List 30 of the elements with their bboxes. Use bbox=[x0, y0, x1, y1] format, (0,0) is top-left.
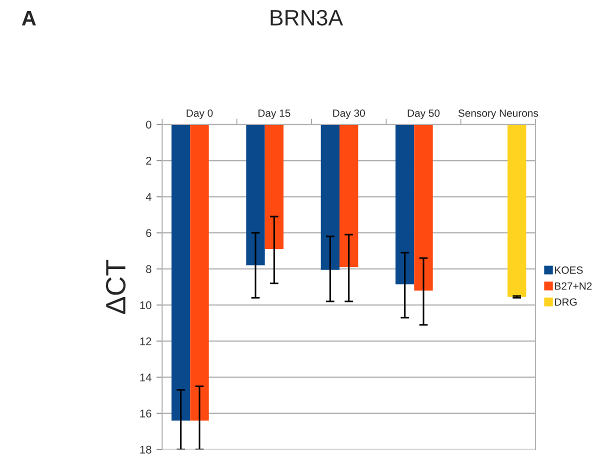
x-tick-label: Day 15 bbox=[258, 110, 290, 119]
y-tick-label: 0 bbox=[146, 120, 152, 129]
y-tick-label: 10 bbox=[140, 301, 152, 310]
x-tick-label: Day 50 bbox=[408, 109, 440, 119]
bar bbox=[396, 124, 414, 284]
x-tick-label: Day 30 bbox=[333, 109, 365, 119]
legend-label: KOES bbox=[555, 266, 583, 274]
bar bbox=[320, 124, 340, 270]
text: A bbox=[22, 11, 36, 26]
bar bbox=[508, 124, 526, 297]
bar bbox=[340, 124, 358, 268]
y-tick-label: 4 bbox=[146, 193, 152, 201]
bar bbox=[246, 124, 265, 266]
legend-label: B27+N2 bbox=[555, 282, 592, 290]
chart-title: BRN3A bbox=[270, 10, 344, 26]
y-tick-label: 12 bbox=[140, 337, 152, 346]
x-tick-label: Sensory Neurons bbox=[458, 109, 538, 119]
bar bbox=[172, 124, 190, 421]
legend-label: DRG bbox=[555, 298, 577, 306]
y-tick-label: 2 bbox=[146, 156, 152, 165]
y-tick-label: 18 bbox=[140, 446, 152, 454]
bar bbox=[264, 124, 284, 250]
y-axis-title: ΔCT bbox=[106, 260, 126, 314]
y-tick-label: 6 bbox=[146, 229, 152, 237]
y-tick-label: 8 bbox=[146, 265, 152, 274]
bar bbox=[190, 124, 209, 421]
y-tick-label: 16 bbox=[140, 410, 152, 418]
x-tick-label: Day 0 bbox=[186, 109, 213, 119]
y-tick-label: 14 bbox=[140, 374, 152, 382]
bar bbox=[414, 124, 433, 291]
